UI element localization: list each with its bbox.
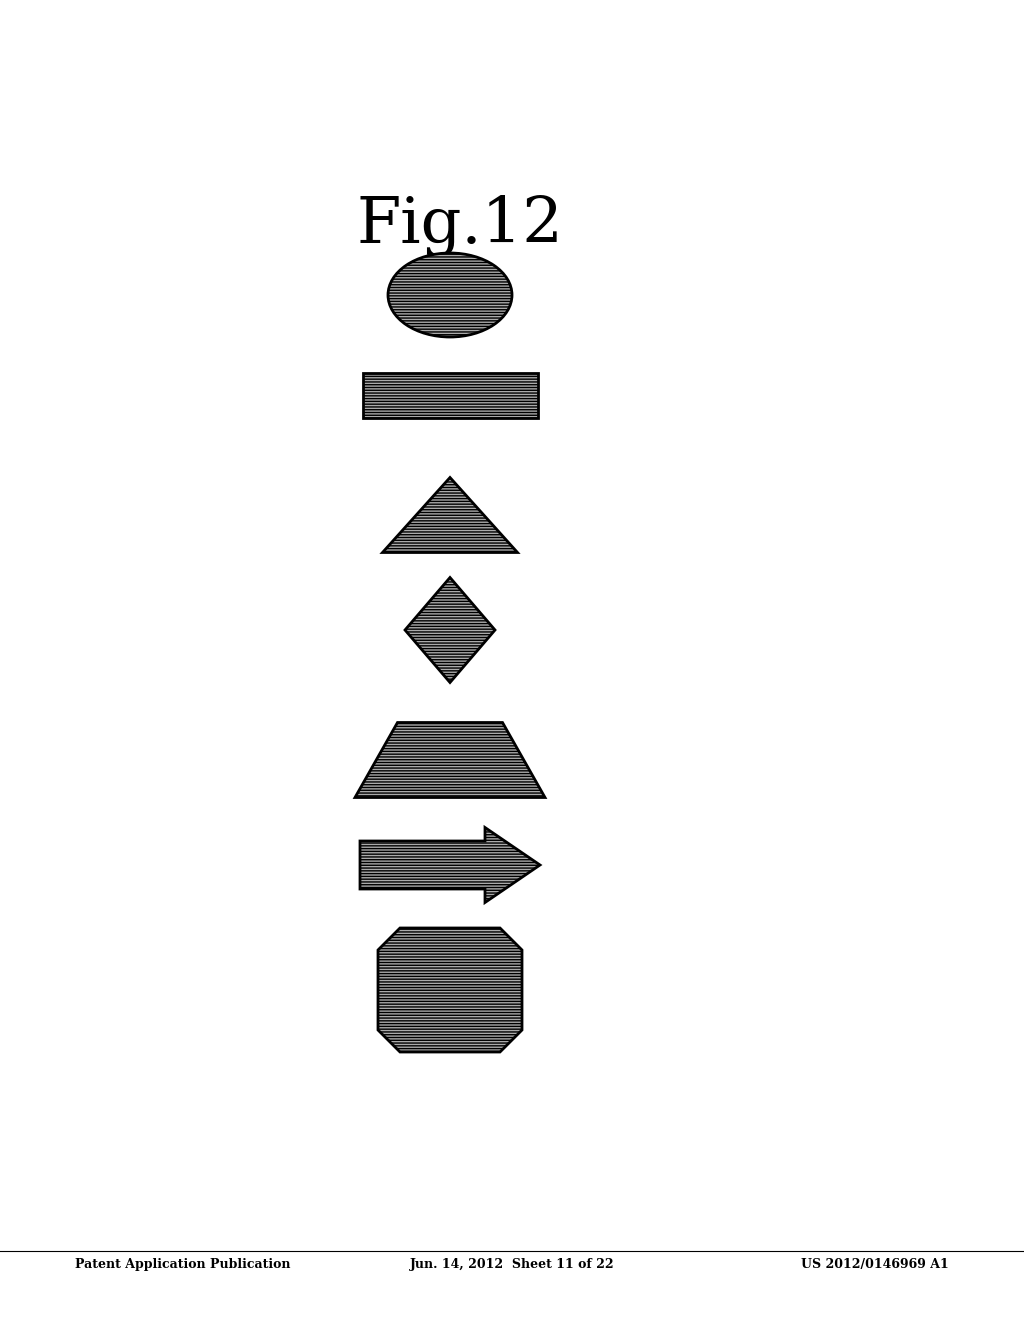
Polygon shape [360, 828, 540, 903]
Text: US 2012/0146969 A1: US 2012/0146969 A1 [801, 1258, 949, 1271]
Polygon shape [378, 928, 522, 1052]
Polygon shape [383, 478, 517, 553]
Polygon shape [355, 722, 545, 797]
Ellipse shape [388, 253, 512, 337]
Text: Patent Application Publication: Patent Application Publication [75, 1258, 291, 1271]
Polygon shape [406, 578, 495, 682]
Text: Fig.12: Fig.12 [356, 195, 563, 257]
Bar [362, 372, 538, 417]
Text: Jun. 14, 2012  Sheet 11 of 22: Jun. 14, 2012 Sheet 11 of 22 [410, 1258, 614, 1271]
